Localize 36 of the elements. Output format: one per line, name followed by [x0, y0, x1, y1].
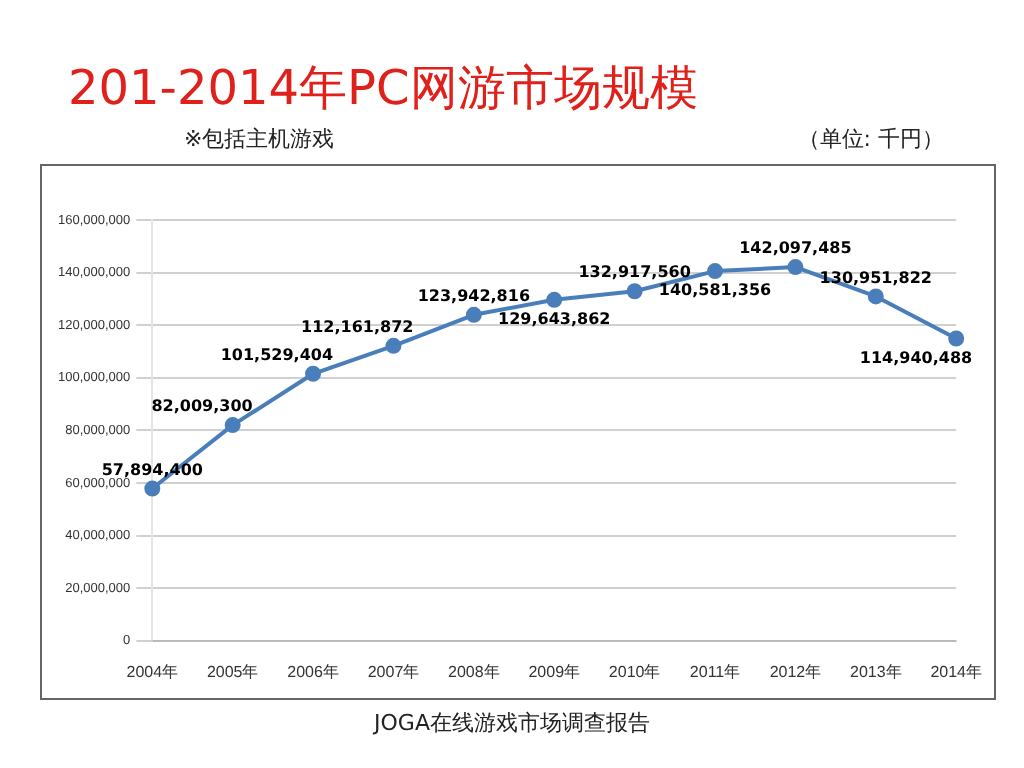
x-tick-label: 2012年	[769, 662, 822, 681]
point	[948, 330, 965, 347]
point	[385, 337, 402, 354]
text: （单位: 千円）	[797, 124, 944, 154]
point	[867, 288, 884, 305]
x-tick-label: 2005年	[206, 662, 259, 681]
data-label: 129,643,862	[498, 309, 611, 328]
data-label: 112,161,872	[301, 317, 414, 336]
x-tick-label: 2004年	[126, 662, 179, 681]
point	[626, 283, 643, 300]
data-label: 82,009,300	[151, 397, 254, 416]
x-tick-label: 2008年	[448, 662, 500, 681]
point	[707, 263, 724, 280]
x-tick-label: 2011年	[689, 662, 741, 681]
text: JOGA在线游戏市场调查报告	[371, 708, 652, 738]
data-label: 132,917,560	[578, 263, 692, 282]
x-tick-label: 2010年	[608, 662, 661, 681]
chart-title: 201-2014年PC网游市场规模	[68, 58, 698, 120]
point	[465, 306, 482, 323]
x-tick-label: 2007年	[367, 662, 420, 681]
x-tick-label: 2006年	[287, 662, 339, 681]
data-label: 142,097,485	[739, 239, 853, 258]
data-label: 123,942,816	[417, 286, 531, 305]
data-label: 140,581,356	[658, 281, 773, 300]
point	[144, 480, 161, 497]
x-tick-label: 2014年	[930, 662, 982, 681]
chart-subtitle: ※包括主机游戏	[184, 124, 335, 154]
x-tick-label: 2013年	[850, 662, 902, 681]
data-label: 101,529,404	[220, 345, 334, 364]
data-label: 114,940,488	[859, 348, 974, 367]
point	[305, 365, 322, 382]
point	[546, 291, 563, 308]
data-label: 130,951,822	[819, 268, 932, 287]
x-tick-label: 2009年	[528, 662, 581, 681]
point	[224, 417, 241, 434]
point	[787, 259, 804, 276]
